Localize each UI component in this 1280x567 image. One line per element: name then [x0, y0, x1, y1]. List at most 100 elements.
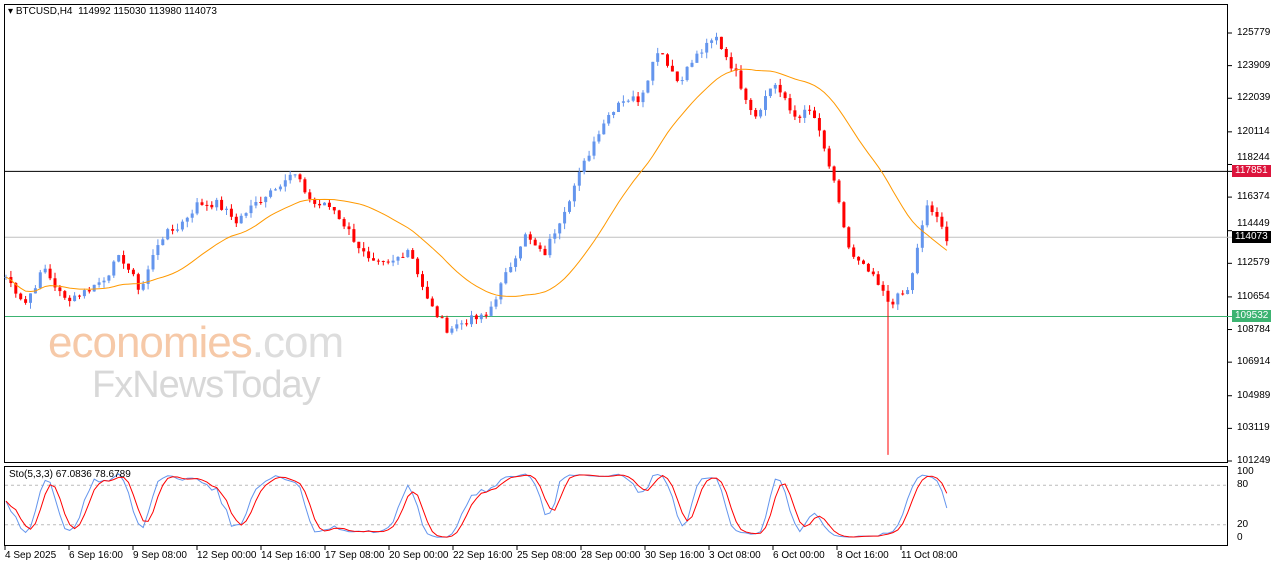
bear-candle [778, 84, 782, 93]
time-axis-label: 22 Sep 16:00 [453, 550, 513, 561]
time-axis-label: 12 Sep 00:00 [197, 550, 257, 561]
bear-candle [465, 323, 469, 325]
bear-candle [935, 211, 939, 217]
bull-candle [504, 272, 508, 284]
time-axis-label: 17 Sep 08:00 [325, 550, 385, 561]
bear-candle [435, 306, 439, 318]
watermark-economies: economies.com [48, 318, 344, 367]
bull-candle [710, 40, 714, 43]
bull-candle [509, 266, 513, 273]
support-price-tag: 109532 [1232, 310, 1272, 323]
symbol-label: BTCUSD,H4 [15, 6, 73, 17]
bear-candle [234, 216, 238, 224]
bear-candle [749, 99, 753, 111]
bull-candle [38, 272, 42, 289]
time-axis-label: 20 Sep 00:00 [389, 550, 449, 561]
bull-candle [161, 239, 165, 246]
bull-candle [519, 246, 522, 259]
bear-candle [131, 269, 135, 275]
stoch-axis-label: 0 [1237, 532, 1243, 543]
bear-candle [421, 274, 424, 287]
time-axis-label: 8 Oct 16:00 [837, 550, 889, 561]
price-axis-label: 123909 [1237, 59, 1271, 71]
time-axis-label: 9 Sep 08:00 [133, 550, 187, 561]
bear-candle [940, 216, 944, 227]
bull-candle [43, 268, 47, 273]
bear-candle [798, 116, 802, 118]
ohlc-values: 114992 115030 113980 114073 [78, 6, 217, 17]
bear-candle [538, 245, 542, 249]
bear-candle [416, 258, 420, 275]
bear-candle [205, 204, 209, 206]
time-axis-label: 4 Sep 2025 [5, 550, 57, 561]
bull-candle [803, 109, 807, 118]
bull-candle [180, 221, 184, 230]
bull-candle [102, 280, 106, 283]
bear-candle [220, 199, 224, 210]
bull-candle [450, 328, 454, 333]
bull-candle [558, 223, 562, 234]
bull-candle [82, 290, 86, 297]
bull-candle [278, 186, 282, 190]
bull-candle [406, 250, 410, 258]
bull-candle [592, 141, 596, 156]
bear-candle [670, 65, 674, 72]
bear-candle [866, 263, 870, 272]
bull-candle [166, 229, 170, 240]
price-axis-label: 101249 [1237, 455, 1271, 466]
bear-candle [739, 70, 743, 89]
bear-candle [543, 248, 547, 256]
bull-candle [455, 324, 459, 329]
stochastic-panel[interactable] [4, 466, 1228, 546]
time-axis-label: 14 Sep 16:00 [261, 550, 321, 561]
bear-candle [411, 250, 415, 259]
bear-candle [886, 290, 890, 302]
bear-candle [303, 179, 307, 193]
bear-candle [63, 291, 67, 298]
bear-candle [881, 284, 885, 291]
time-axis-label: 6 Oct 00:00 [773, 550, 825, 561]
bull-candle [396, 256, 400, 261]
bull-candle [641, 92, 645, 103]
bear-candle [127, 263, 130, 270]
bear-candle [661, 53, 665, 55]
bull-candle [920, 225, 924, 248]
bull-candle [190, 213, 194, 218]
bear-candle [342, 219, 346, 227]
bull-candle [288, 174, 292, 181]
bull-candle [489, 306, 493, 316]
bull-candle [514, 258, 518, 267]
bear-candle [200, 202, 204, 205]
bull-candle [587, 155, 591, 161]
bull-candle [631, 96, 635, 101]
bull-candle [141, 283, 145, 290]
resistance-price-tag: 117851 [1232, 165, 1271, 178]
bear-candle [793, 110, 797, 117]
bull-candle [269, 190, 273, 197]
bear-candle [788, 98, 792, 111]
price-axis-label: 122039 [1237, 92, 1271, 104]
bull-candle [215, 199, 219, 208]
bull-candle [494, 299, 498, 307]
bull-candle [773, 84, 777, 89]
bull-candle [602, 123, 606, 135]
bull-candle [97, 282, 101, 285]
bull-candle [323, 202, 326, 206]
bull-candle [597, 134, 601, 142]
bear-candle [783, 92, 787, 99]
price-chart[interactable] [4, 4, 1228, 463]
bull-candle [690, 62, 694, 67]
stoch-axis-label: 100 [1237, 466, 1254, 477]
stoch-k-line [5, 473, 948, 538]
bull-candle [656, 53, 660, 62]
bear-candle [401, 256, 405, 258]
bear-candle [744, 88, 748, 100]
price-axis-label: 118244 [1237, 152, 1270, 164]
time-axis-label: 28 Sep 00:00 [581, 550, 641, 561]
bear-candle [78, 295, 81, 297]
bull-candle [244, 213, 248, 216]
bull-candle [925, 205, 929, 226]
bear-candle [901, 293, 905, 295]
bull-candle [92, 284, 96, 292]
bear-candle [337, 210, 341, 220]
